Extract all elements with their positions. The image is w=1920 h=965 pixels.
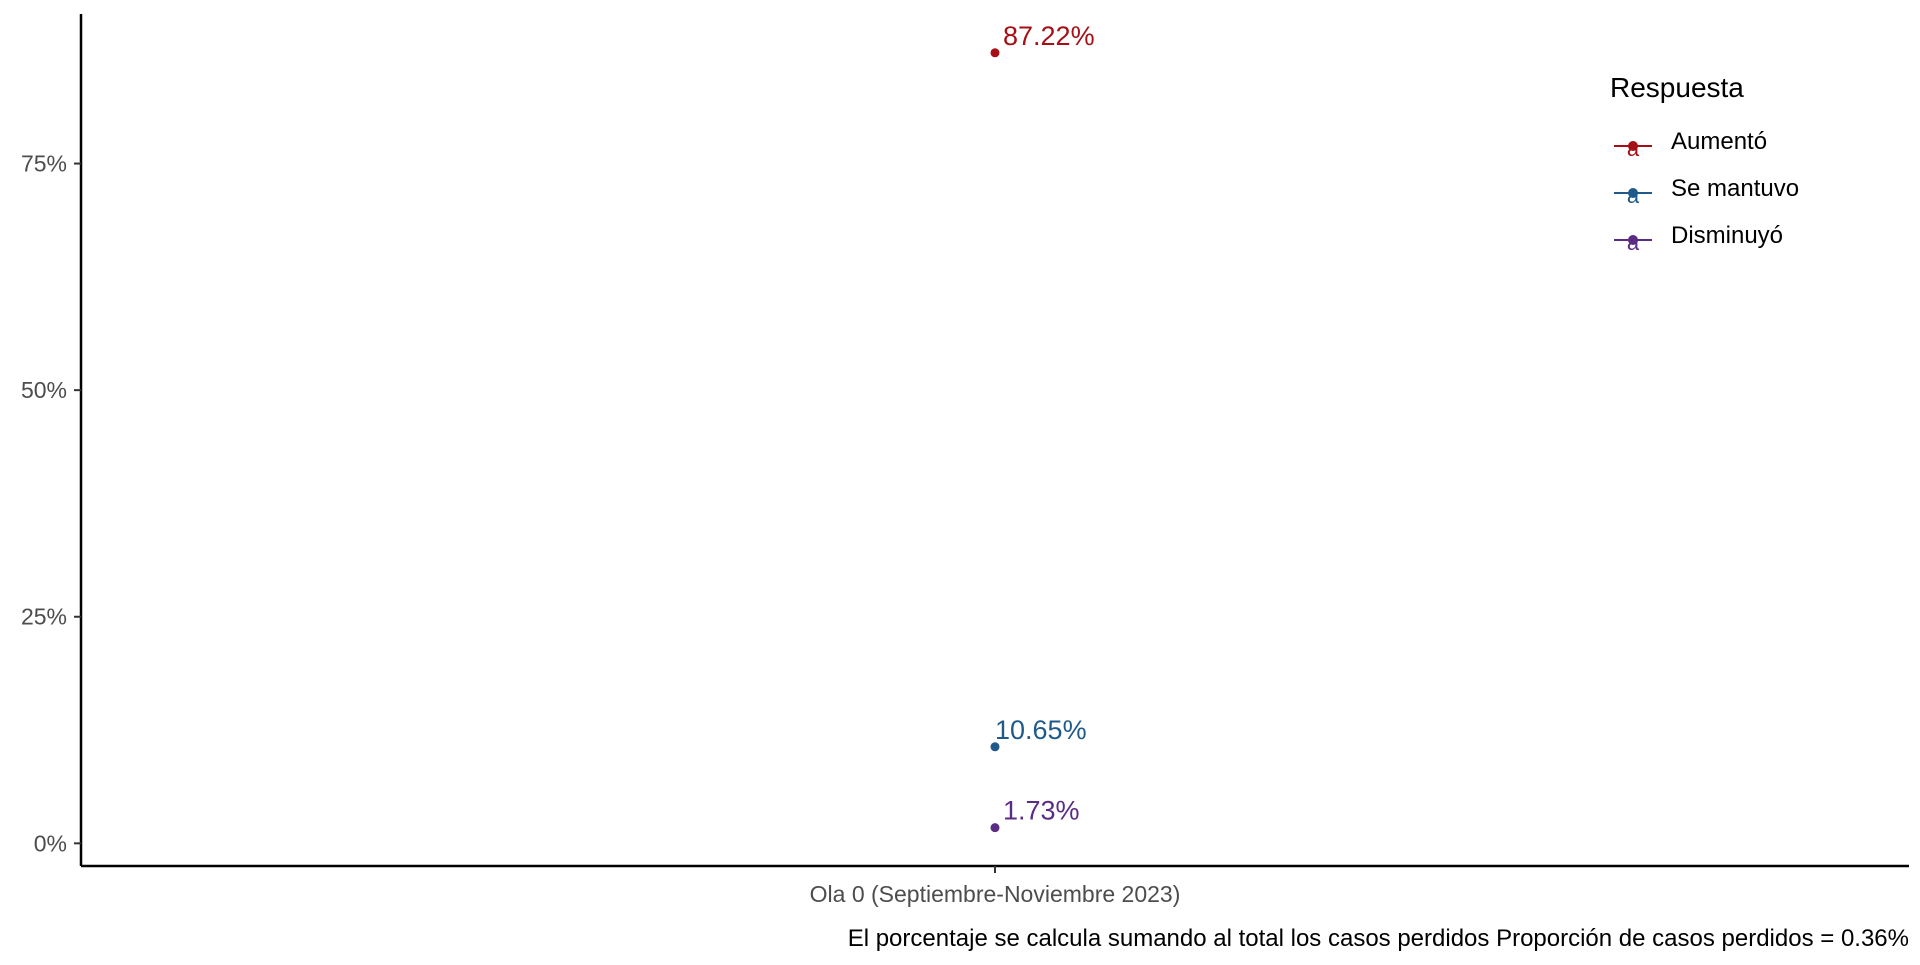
y-tick-label: 75% [21, 151, 67, 177]
legend-key-glyph: a [1627, 230, 1640, 255]
x-tick-label: Ola 0 (Septiembre-Noviembre 2023) [810, 881, 1181, 907]
data-labels: 87.22% 10.65% 1.73% [995, 21, 1095, 826]
chart-caption: El porcentaje se calcula sumando al tota… [848, 925, 1909, 952]
legend: Respuesta a Aumentó a Se mantuvo a Disminuyó [1610, 72, 1799, 255]
data-label: 87.22% [1003, 21, 1095, 51]
data-point [990, 48, 1000, 58]
data-point [990, 823, 1000, 833]
legend-key-point [1628, 235, 1638, 245]
legend-title: Respuesta [1610, 72, 1744, 103]
legend-item-label: Disminuyó [1671, 222, 1783, 249]
data-points [990, 48, 1000, 833]
x-axis-ticks: Ola 0 (Septiembre-Noviembre 2023) [810, 866, 1181, 907]
y-tick-label: 50% [21, 377, 67, 403]
y-tick-label: 25% [21, 604, 67, 630]
data-label: 10.65% [995, 715, 1087, 745]
y-axis-ticks: 0% 25% 50% 75% [21, 151, 81, 856]
data-label: 1.73% [1003, 796, 1080, 826]
legend-key-point [1628, 188, 1638, 198]
legend-item-label: Aumentó [1671, 128, 1767, 155]
data-point [990, 742, 1000, 752]
legend-item-label: Se mantuvo [1671, 175, 1799, 202]
legend-key-glyph: a [1627, 136, 1640, 161]
y-tick-label: 0% [34, 830, 67, 856]
legend-key-glyph: a [1627, 183, 1640, 208]
legend-key-point [1628, 141, 1638, 151]
